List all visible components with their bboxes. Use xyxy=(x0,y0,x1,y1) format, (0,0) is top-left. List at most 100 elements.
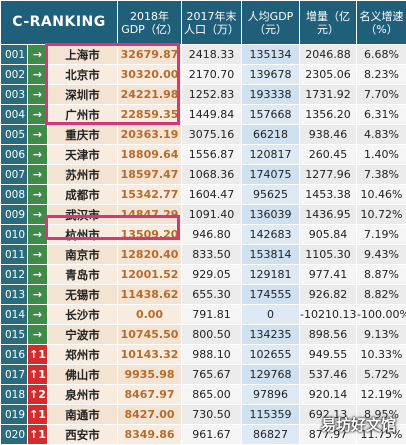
increase-cell: 977.41 xyxy=(300,265,357,285)
gdp-cell: 15342.77 xyxy=(118,185,182,205)
city-cell: 南京市 xyxy=(48,245,118,265)
trend-cell: → xyxy=(28,325,48,345)
growth-rate-cell: 4.83% xyxy=(357,125,406,145)
increase-cell: 898.56 xyxy=(300,325,357,345)
gdp-cell: 10745.50 xyxy=(118,325,182,345)
increase-cell: 1105.30 xyxy=(300,245,357,265)
city-cell: 苏州市 xyxy=(48,165,118,185)
population-cell: 833.50 xyxy=(182,245,242,265)
population-cell: 1252.83 xyxy=(182,85,242,105)
increase-cell: 905.84 xyxy=(300,225,357,245)
city-cell: 青岛市 xyxy=(48,265,118,285)
trend-cell: ↑1 xyxy=(28,345,48,365)
per-capita-cell: 95625 xyxy=(242,185,300,205)
per-capita-cell: 102655 xyxy=(242,345,300,365)
increase-cell: 926.82 xyxy=(300,285,357,305)
watermark: 易坊好文馆 xyxy=(321,414,396,435)
growth-rate-cell: 10.72% xyxy=(357,205,406,225)
city-cell: 深圳市 xyxy=(48,85,118,105)
increase-header-line2: 元） xyxy=(317,23,339,36)
per-capita-cell: 174075 xyxy=(242,165,300,185)
population-cell: 1604.47 xyxy=(182,185,242,205)
population-cell: 800.50 xyxy=(182,325,242,345)
gdp-cell: 8427.00 xyxy=(118,405,182,425)
growth-rate-cell: 9.43% xyxy=(357,245,406,265)
gdp-cell: 8349.86 xyxy=(118,425,182,445)
growth-rate-cell: 6.68% xyxy=(357,45,406,65)
increase-cell: 2305.06 xyxy=(300,65,357,85)
gdp-cell: 12001.52 xyxy=(118,265,182,285)
city-cell: 杭州市 xyxy=(48,225,118,245)
brand-header: C-RANKING xyxy=(1,1,118,45)
population-cell: 1068.36 xyxy=(182,165,242,185)
trend-cell: → xyxy=(28,265,48,285)
gdp-cell: 10143.32 xyxy=(118,345,182,365)
rank-cell: 020 xyxy=(1,425,28,445)
trend-cell: → xyxy=(28,65,48,85)
per-capita-cell: 0 xyxy=(242,305,300,325)
growth-rate-header-line1: 名义增速 xyxy=(360,10,404,23)
gdp-cell: 14847.29 xyxy=(118,205,182,225)
gdp-cell: 20363.19 xyxy=(118,125,182,145)
per-capita-cell: 120817 xyxy=(242,145,300,165)
city-cell: 上海市 xyxy=(48,45,118,65)
population-header-line2: 人口（万） xyxy=(184,23,239,36)
growth-rate-cell: 7.19% xyxy=(357,225,406,245)
city-cell: 西安市 xyxy=(48,425,118,445)
per-capita-cell: 153814 xyxy=(242,245,300,265)
per-capita-cell: 134235 xyxy=(242,325,300,345)
population-cell: 3075.16 xyxy=(182,125,242,145)
per-capita-cell: 115359 xyxy=(242,405,300,425)
gdp-cell: 11438.62 xyxy=(118,285,182,305)
increase-cell: 938.46 xyxy=(300,125,357,145)
increase-cell: 2046.88 xyxy=(300,45,357,65)
per-capita-cell: 97896 xyxy=(242,385,300,405)
gdp-cell: 18809.64 xyxy=(118,145,182,165)
per-capita-cell: 136039 xyxy=(242,205,300,225)
gdp-header-line2: GDP（亿） xyxy=(121,23,178,36)
rank-cell: 013 xyxy=(1,285,28,305)
gdp-cell: 18597.47 xyxy=(118,165,182,185)
population-cell: 961.67 xyxy=(182,425,242,445)
population-cell: 730.50 xyxy=(182,405,242,425)
rank-cell: 003 xyxy=(1,85,28,105)
growth-rate-cell: 10.46% xyxy=(357,185,406,205)
increase-cell: -10210.13 xyxy=(300,305,357,325)
city-cell: 宁波市 xyxy=(48,325,118,345)
population-cell: 946.80 xyxy=(182,225,242,245)
trend-cell: → xyxy=(28,105,48,125)
city-cell: 武汉市 xyxy=(48,205,118,225)
rank-cell: 010 xyxy=(1,225,28,245)
trend-cell: → xyxy=(28,85,48,105)
per-capita-cell: 135134 xyxy=(242,45,300,65)
gdp-cell: 0.00 xyxy=(118,305,182,325)
trend-cell: ↑1 xyxy=(28,365,48,385)
per-capita-cell: 86827 xyxy=(242,425,300,445)
city-cell: 南通市 xyxy=(48,405,118,425)
rank-cell: 008 xyxy=(1,185,28,205)
increase-cell: 1436.95 xyxy=(300,205,357,225)
trend-cell: ↑1 xyxy=(28,405,48,425)
population-cell: 765.67 xyxy=(182,365,242,385)
trend-cell: → xyxy=(28,185,48,205)
gdp-cell: 24221.98 xyxy=(118,85,182,105)
per-capita-header-line1: 人均GDP xyxy=(248,10,294,23)
growth-rate-cell: 8.82% xyxy=(357,285,406,305)
trend-cell: → xyxy=(28,225,48,245)
trend-cell: → xyxy=(28,305,48,325)
growth-rate-cell: 7.38% xyxy=(357,165,406,185)
